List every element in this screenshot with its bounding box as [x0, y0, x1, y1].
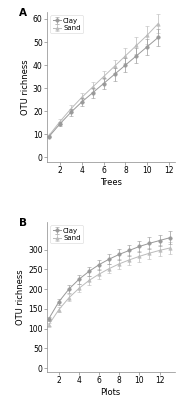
Y-axis label: OTU richness: OTU richness: [21, 59, 30, 115]
X-axis label: Plots: Plots: [101, 388, 121, 397]
X-axis label: Trees: Trees: [100, 178, 122, 187]
Text: A: A: [19, 8, 27, 18]
Y-axis label: OTU richness: OTU richness: [16, 269, 25, 325]
Legend: Clay, Sand: Clay, Sand: [50, 226, 83, 243]
Text: B: B: [19, 218, 27, 228]
Legend: Clay, Sand: Clay, Sand: [50, 16, 83, 33]
